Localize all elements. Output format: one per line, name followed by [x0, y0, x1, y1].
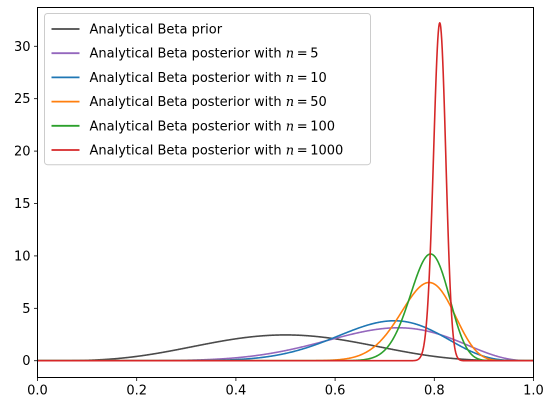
y-tick-label: 25 [14, 92, 31, 107]
legend-box [44, 13, 371, 166]
x-tick-label: 0.4 [226, 384, 247, 399]
y-tick-label: 0 [22, 354, 30, 369]
plot-frame [37, 7, 534, 378]
x-tick-label: 0.6 [325, 384, 346, 399]
x-tick-label: 0.0 [27, 384, 48, 399]
x-tick-label: 1.0 [523, 384, 544, 399]
y-tick-label: 30 [14, 40, 31, 55]
legend-entry: Analytical Beta posterior with n = 50 [90, 95, 327, 110]
y-tick-label: 10 [14, 249, 31, 264]
series-line-0 [37, 334, 534, 362]
legend-entry: Analytical Beta posterior with n = 100 [90, 119, 336, 134]
series-line-5 [37, 22, 534, 362]
legend-entry: Analytical Beta posterior with n = 10 [90, 71, 327, 86]
y-tick-label: 20 [14, 145, 31, 160]
legend-entry: Analytical Beta prior [90, 23, 223, 38]
curves-layer [37, 22, 534, 362]
y-axis: 0 5 10 15 20 25 30 [14, 40, 38, 369]
y-tick-label: 5 [22, 302, 30, 317]
x-axis: 0.0 0.2 0.4 0.6 0.8 1.0 [27, 377, 544, 399]
legend-entry: Analytical Beta posterior with n = 5 [90, 47, 319, 62]
legend-entry: Analytical Beta posterior with n = 1000 [90, 144, 344, 159]
x-tick-label: 0.2 [126, 384, 147, 399]
y-tick-label: 15 [14, 197, 31, 212]
x-tick-label: 0.8 [424, 384, 445, 399]
legend: Analytical Beta prior Analytical Beta pos… [44, 13, 371, 166]
